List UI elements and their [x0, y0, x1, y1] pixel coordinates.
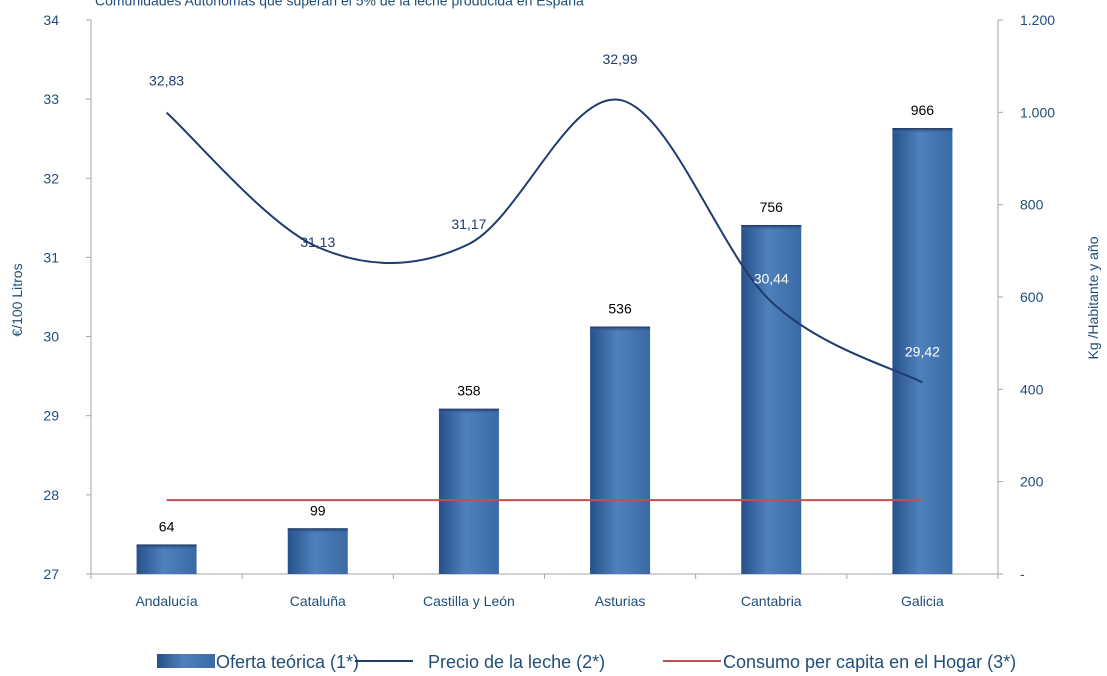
- y-right-tick-label: 1.200: [1020, 12, 1055, 28]
- bar-top-shade: [438, 408, 499, 415]
- y-right-axis-title: Kg /Habitante y año: [1085, 236, 1101, 359]
- axes: 27 28 29 30 31 32 33 34 - 200 400 600 800 1.000 1.200 A…: [43, 12, 1055, 609]
- y-left-tick-label: 27: [43, 566, 59, 582]
- price-value-label: 32,99: [603, 51, 638, 67]
- y-right-tick-label: 800: [1020, 197, 1044, 213]
- precio-line: [165, 98, 923, 384]
- legend: Oferta teórica (1*) Precio de la leche (2…: [157, 652, 1016, 672]
- bar-value-label: 536: [608, 301, 632, 317]
- price-value-label: 30,44: [754, 271, 789, 287]
- y-left-tick-label: 34: [43, 12, 59, 28]
- y-right-tick-label: 1.000: [1020, 104, 1055, 120]
- y-right-tick-label: 200: [1020, 474, 1044, 490]
- chart-title: Comunidades Autónomas que superan el 5% …: [95, 0, 584, 9]
- bar-value-label: 99: [310, 502, 326, 518]
- y-left-tick-label: 32: [43, 170, 59, 186]
- legend-label-oferta: Oferta teórica (1*): [216, 652, 359, 672]
- y-right-tick-label: 400: [1020, 381, 1044, 397]
- y-left-tick-label: 28: [43, 487, 59, 503]
- x-tick-label: Cataluña: [290, 593, 346, 609]
- y-right-tick-label: 600: [1020, 289, 1044, 305]
- y-left-tick-label: 33: [43, 91, 59, 107]
- bar-series: [136, 128, 953, 575]
- y-left-tick-label: 30: [43, 329, 59, 345]
- bar-value-label: 358: [457, 383, 481, 399]
- y-left-axis-title: €/100 Litros: [9, 263, 25, 336]
- bar: [590, 326, 651, 574]
- legend-label-consumo: Consumo per capita en el Hogar (3*): [723, 652, 1016, 672]
- x-tick-label: Castilla y León: [423, 593, 515, 609]
- x-tick-label: Andalucía: [135, 593, 197, 609]
- bar-top-shade: [136, 544, 197, 551]
- bar-value-label: 756: [760, 199, 784, 215]
- bar-top-shade: [590, 326, 651, 333]
- bar-value-label: 966: [911, 102, 935, 118]
- line-series: [165, 98, 923, 502]
- bar-value-label: 64: [159, 518, 175, 534]
- x-tick-label: Galicia: [901, 593, 944, 609]
- legend-label-precio: Precio de la leche (2*): [428, 652, 605, 672]
- y-left-tick-label: 31: [43, 249, 59, 265]
- legend-bar-swatch: [157, 654, 215, 668]
- data-labels: 64 99 358 536 756 966 32,83 31,13 31,17 32,99 30,4…: [149, 51, 940, 535]
- price-value-label: 31,13: [300, 234, 335, 250]
- price-value-label: 32,83: [149, 73, 184, 89]
- bar-top-shade: [741, 224, 802, 231]
- bar: [438, 408, 499, 574]
- bar: [287, 528, 348, 574]
- x-tick-label: Asturias: [595, 593, 646, 609]
- price-value-label: 29,42: [905, 343, 940, 359]
- x-tick-label: Cantabria: [741, 593, 802, 609]
- bar-top-shade: [287, 528, 348, 535]
- y-left-tick-label: 29: [43, 408, 59, 424]
- bar: [741, 224, 802, 575]
- y-right-tick-label: -: [1020, 566, 1025, 582]
- bar-top-shade: [892, 128, 953, 135]
- price-value-label: 31,17: [451, 216, 486, 232]
